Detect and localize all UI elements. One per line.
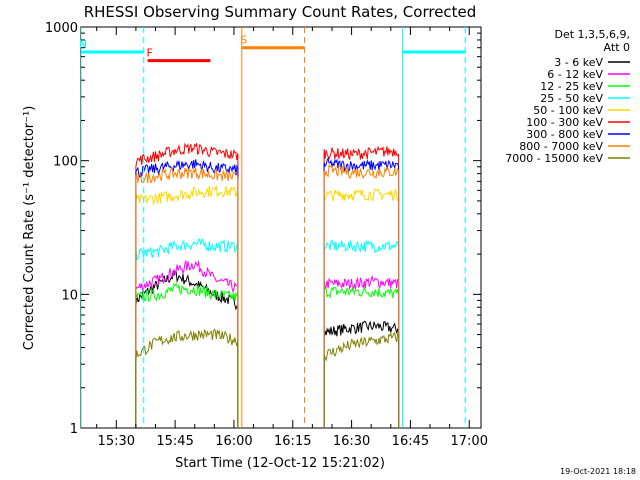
x-tick-label: 16:15 [274,434,311,449]
y-axis-label: Corrected Count Rate (s⁻¹ detector⁻¹) [22,106,37,351]
legend-entry-label: 25 - 50 keV [540,92,603,105]
series-300-800-kev [135,157,400,428]
plot-frame [80,26,482,429]
chart-title: RHESSI Observing Summary Count Rates, Co… [84,3,477,21]
legend-entry-label: 300 - 800 keV [526,128,603,141]
flag-label: N [79,38,87,51]
flag-label: S [240,34,247,47]
y-tick-label: 10 [61,288,78,303]
series-12-25-kev [135,282,400,428]
series-line [135,167,239,428]
legend-entry-label: 800 - 7000 keV [519,140,603,153]
series-line [323,157,400,428]
x-tick-label: 16:30 [333,434,370,449]
x-axis-label: Start Time (12-Oct-12 15:21:02) [175,456,385,471]
series-line [323,274,400,428]
series-line [135,238,239,428]
series-25-50-kev [135,238,400,428]
plot-area: N F S [79,26,482,429]
x-tick-label: 15:30 [98,434,135,449]
flag-label: F [147,47,153,60]
x-tick-label: 17:00 [451,434,488,449]
series-line [323,239,400,428]
flag-n [81,27,466,428]
x-tick-label: 16:45 [392,434,429,449]
legend-header: Att 0 [604,41,630,54]
series-800-7000-kev [135,163,400,428]
series-100-300-kev [135,142,400,428]
series-line [323,285,400,428]
plot-content [81,27,466,428]
series-line [135,282,239,428]
y-tick-label: 100 [53,155,78,170]
series-line [135,185,239,428]
series-line [135,259,239,428]
series-line [135,142,239,428]
y-tick-label: 1 [70,422,78,437]
legend-header: Det 1,3,5,6,9, [554,28,630,41]
series-line [323,145,400,428]
legend-entry-label: 3 - 6 keV [554,56,603,69]
series-line [323,163,400,428]
series-line [135,328,239,428]
legend-entry-label: 6 - 12 keV [547,68,603,81]
series-line [135,159,239,428]
series-7000-15000-kev [135,328,400,428]
series-line [323,331,400,428]
y-tick-label: 1000 [45,21,78,36]
flag-s [241,27,306,428]
y-axis-ticks: 1 10 100 1000 [45,21,481,437]
footer-timestamp: 19-Oct-2021 18:18 [560,467,636,476]
x-tick-label: 16:00 [215,434,252,449]
legend-entry-label: 7000 - 15000 keV [505,152,603,165]
series-50-100-kev [135,185,400,428]
legend-entry-label: 12 - 25 keV [540,80,603,93]
series-line [323,188,400,428]
x-axis-ticks: 15:30 15:45 16:00 16:15 16:30 16:45 17:00 [96,27,488,449]
legend-entry-label: 50 - 100 keV [533,104,603,117]
series-6-12-kev [135,259,400,428]
x-tick-label: 15:45 [156,434,193,449]
legend-entry-label: 100 - 300 keV [526,116,603,129]
series-line [323,320,400,428]
